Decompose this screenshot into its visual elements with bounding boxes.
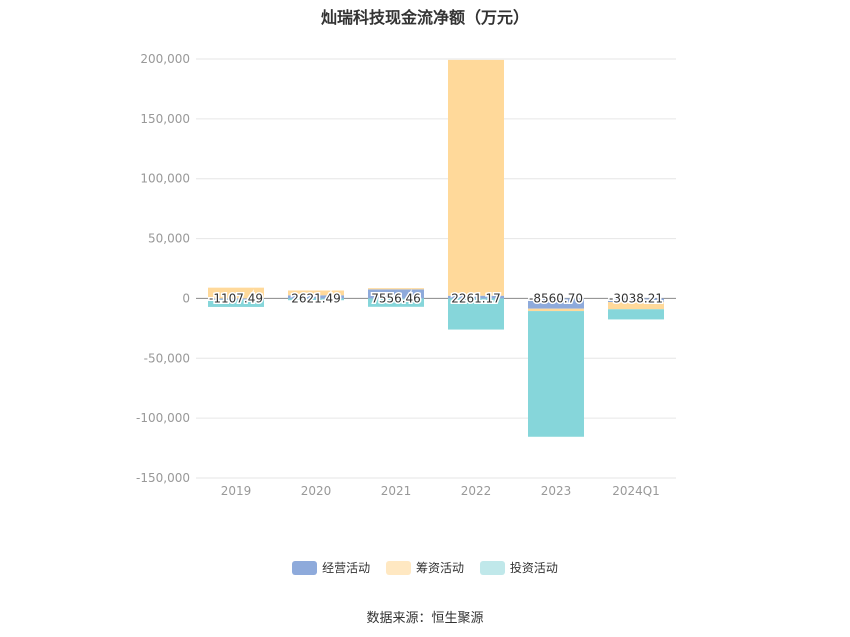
y-tick-label: 200,000 (140, 52, 190, 66)
y-tick-label: 100,000 (140, 172, 190, 186)
bar-operating (528, 298, 584, 309)
bar-operating (448, 295, 504, 299)
legend-item-investing[interactable]: 投资活动 (479, 559, 558, 576)
bar-investing (288, 298, 344, 301)
legend-swatch-operating (292, 560, 318, 575)
bar-investing (608, 309, 664, 320)
bar-operating (208, 298, 264, 300)
legend: 经营活动 筹资活动 投资活动 (0, 559, 850, 576)
x-tick-label: 2023 (541, 484, 572, 498)
bar-financing (208, 287, 264, 299)
bar-operating (288, 295, 344, 299)
y-tick-label: 150,000 (140, 112, 190, 126)
bar-investing (368, 298, 424, 307)
data-label: -8560.70 (529, 291, 583, 305)
y-tick-label: 0 (182, 291, 190, 305)
x-tick-label: 2022 (461, 484, 492, 498)
y-tick-label: 50,000 (148, 232, 190, 246)
bar-financing (528, 308, 584, 312)
x-tick-label: 2021 (381, 484, 412, 498)
y-tick-label: -100,000 (136, 411, 190, 425)
legend-swatch-financing (385, 560, 411, 575)
data-label: 2261.17 (451, 291, 501, 305)
y-tick-label: -150,000 (136, 471, 190, 485)
legend-item-financing[interactable]: 筹资活动 (385, 559, 464, 576)
legend-label-investing: 投资活动 (509, 561, 558, 575)
x-tick-label: 2020 (301, 484, 332, 498)
data-label: 2621.49 (291, 291, 341, 305)
data-label: 7556.46 (371, 291, 421, 305)
bar-operating (368, 289, 424, 299)
bar-investing (448, 298, 504, 330)
legend-label-operating: 经营活动 (322, 561, 371, 575)
chart-title: 灿瑞科技现金流净额（万元） (320, 8, 529, 27)
bar-financing (368, 288, 424, 290)
y-tick-label: -50,000 (144, 351, 190, 365)
legend-label-financing: 筹资活动 (415, 561, 464, 575)
data-label: -3038.21 (609, 291, 663, 305)
data-label: -1107.49 (209, 291, 263, 305)
legend-swatch-investing (479, 560, 505, 575)
bar-financing (608, 302, 664, 310)
bar-financing (288, 290, 344, 296)
x-tick-label: 2019 (221, 484, 252, 498)
x-tick-label: 2024Q1 (612, 484, 660, 498)
bar-investing (528, 311, 584, 437)
bar-financing (448, 59, 504, 296)
source-note: 数据来源：恒生聚源 (366, 611, 484, 626)
legend-item-operating[interactable]: 经营活动 (292, 559, 370, 576)
bar-operating (608, 298, 664, 303)
bar-investing (208, 299, 264, 307)
